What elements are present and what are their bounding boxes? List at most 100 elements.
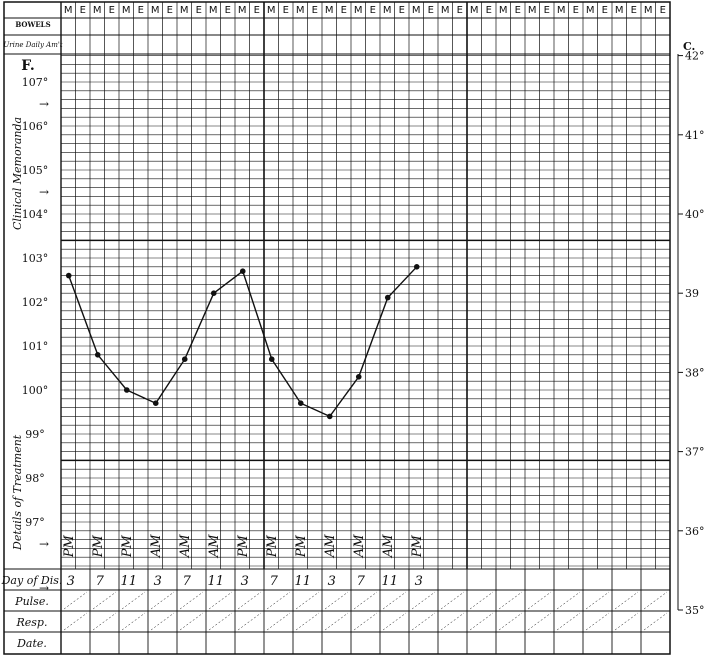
time-note: PM <box>410 534 425 558</box>
shift-label: M <box>267 5 276 16</box>
hour-note: 11 <box>294 574 311 589</box>
y2-tick-label: 37° <box>685 446 705 459</box>
data-point <box>384 294 391 301</box>
urine-label: Urine Daily Am't <box>3 41 62 49</box>
data-point <box>210 290 217 297</box>
shift-label: E <box>80 5 86 16</box>
shift-label: E <box>109 5 115 16</box>
time-note: AM <box>149 534 164 558</box>
shift-label: M <box>325 5 334 16</box>
time-note: PM <box>294 534 309 558</box>
row-label-day: Day of Dis. <box>1 574 63 587</box>
y-tick-label: 106° <box>22 120 49 133</box>
shift-label: E <box>254 5 260 16</box>
row-label-resp: Resp. <box>16 616 48 629</box>
arrow-icon: → <box>39 537 49 551</box>
pulse-resp-diagonal <box>150 591 175 610</box>
shift-label: E <box>631 5 637 16</box>
data-point <box>123 387 130 393</box>
shift-label: M <box>151 5 160 16</box>
pulse-resp-diagonal <box>295 591 320 610</box>
pulse-resp-diagonal <box>121 591 146 610</box>
y-tick-label: 102° <box>22 296 49 309</box>
time-note: PM <box>236 534 251 558</box>
shift-label: M <box>64 5 73 16</box>
shift-label: M <box>644 5 653 16</box>
time-note: PM <box>265 534 280 558</box>
hour-note: 3 <box>154 574 162 589</box>
shift-label: M <box>412 5 421 16</box>
row-label-pulse: Pulse. <box>14 595 49 608</box>
hour-note: 3 <box>67 574 75 589</box>
hour-note: 7 <box>96 574 105 589</box>
pulse-resp-diagonal <box>208 612 233 631</box>
shift-label: M <box>586 5 595 16</box>
shift-label: E <box>283 5 289 16</box>
shift-label: M <box>180 5 189 16</box>
shift-label: M <box>470 5 479 16</box>
data-point <box>94 352 101 358</box>
shift-label: M <box>238 5 247 16</box>
data-point <box>326 413 333 420</box>
y2-tick-label: 35° <box>685 604 705 617</box>
pulse-resp-diagonal <box>556 591 581 610</box>
shift-label: M <box>354 5 363 16</box>
shift-label: E <box>544 5 550 16</box>
y-tick-label: 98° <box>25 472 45 485</box>
y-tick-label: 103° <box>22 252 49 265</box>
y2-tick-label: 41° <box>685 129 705 142</box>
time-note: AM <box>381 534 396 558</box>
y-tick-label: 101° <box>22 340 49 353</box>
shift-label: M <box>209 5 218 16</box>
shift-label: E <box>225 5 231 16</box>
pulse-resp-diagonal <box>527 591 552 610</box>
details-of-treatment-label: Details of Treatment <box>11 434 24 551</box>
pulse-resp-diagonal <box>527 612 552 631</box>
pulse-resp-diagonal <box>411 612 436 631</box>
hour-note: 7 <box>270 574 279 589</box>
data-point <box>152 400 159 407</box>
row-label-date: Date. <box>16 637 47 650</box>
data-point <box>297 400 304 407</box>
pulse-resp-diagonal <box>556 612 581 631</box>
shift-label: E <box>660 5 666 16</box>
data-point <box>355 374 362 380</box>
hour-note: 7 <box>357 574 366 589</box>
shift-label: E <box>370 5 376 16</box>
shift-label: M <box>441 5 450 16</box>
shift-label: E <box>138 5 144 16</box>
temperature-line <box>68 266 418 418</box>
pulse-resp-diagonal <box>295 612 320 631</box>
time-note: AM <box>323 534 338 558</box>
pulse-resp-diagonal <box>440 591 465 610</box>
shift-label: E <box>515 5 521 16</box>
shift-label: E <box>167 5 173 16</box>
y-tick-label: 105° <box>22 164 49 177</box>
bowels-label: BOWELS <box>15 20 50 29</box>
arrow-icon: → <box>39 185 49 199</box>
time-note: PM <box>120 534 135 558</box>
pulse-resp-diagonal <box>498 612 523 631</box>
pulse-resp-diagonal <box>585 612 610 631</box>
data-point <box>268 356 275 363</box>
time-note: AM <box>207 534 222 558</box>
y2-tick-label: 42° <box>685 50 705 63</box>
pulse-resp-diagonal <box>382 591 407 610</box>
y-tick-label: 99° <box>25 428 45 441</box>
hour-note: 11 <box>381 574 398 589</box>
arrow-icon: → <box>39 97 49 111</box>
pulse-resp-diagonal <box>353 591 378 610</box>
hour-note: 7 <box>183 574 192 589</box>
shift-label: M <box>383 5 392 16</box>
hour-note: 11 <box>207 574 224 589</box>
shift-label: E <box>399 5 405 16</box>
shift-label: M <box>93 5 102 16</box>
pulse-resp-diagonal <box>614 612 639 631</box>
shift-label: M <box>296 5 305 16</box>
y-tick-label: 97° <box>25 516 45 529</box>
pulse-resp-diagonal <box>324 612 349 631</box>
shift-label: E <box>457 5 463 16</box>
pulse-resp-diagonal <box>208 591 233 610</box>
pulse-resp-diagonal <box>237 591 262 610</box>
